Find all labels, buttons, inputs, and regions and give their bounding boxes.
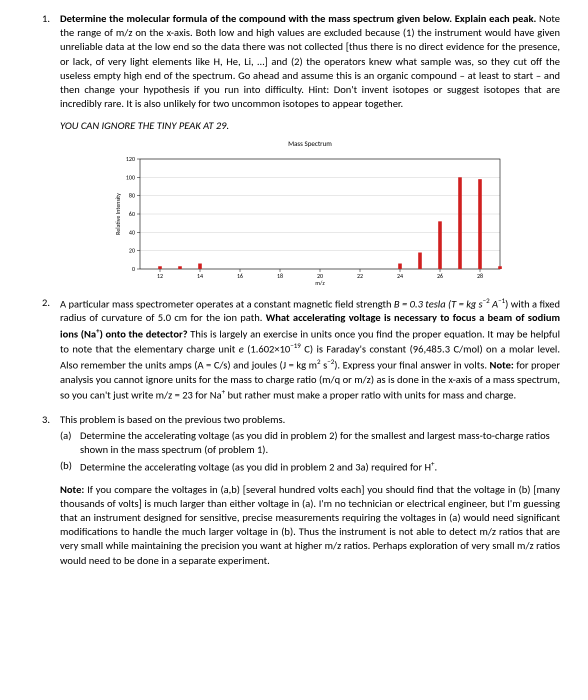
- svg-text:100: 100: [126, 173, 135, 181]
- svg-text:60: 60: [129, 210, 135, 218]
- svg-text:14: 14: [197, 272, 203, 280]
- q1-body: Determine the molecular formula of the c…: [60, 12, 560, 111]
- svg-text:20: 20: [129, 246, 135, 254]
- q2-t6: ). Express your final answer in volts.: [334, 359, 489, 372]
- svg-text:22: 22: [357, 272, 363, 280]
- svg-text:0: 0: [132, 265, 135, 273]
- svg-text:12: 12: [157, 272, 163, 280]
- q3a: (a) Determine the accelerating voltage (…: [60, 429, 560, 457]
- svg-text:28: 28: [477, 272, 483, 280]
- q3b-end: .: [435, 461, 438, 474]
- q2-t8: but rather must make a proper ratio with…: [225, 388, 516, 401]
- q2-b1b: ) onto the detector?: [100, 327, 188, 340]
- q3-note-text: If you compare the voltages in (a,b) [se…: [60, 483, 560, 567]
- q2-exp: −19: [290, 341, 301, 350]
- q1-ignore: YOU CAN IGNORE THE TINY PEAK AT 29.: [60, 119, 560, 133]
- q3-note-b: Note:: [60, 483, 84, 496]
- q3a-text: Determine the accelerating voltage (as y…: [80, 429, 550, 456]
- svg-text:120: 120: [126, 155, 135, 163]
- q3b-text: Determine the accelerating voltage (as y…: [80, 461, 431, 474]
- q2-body: A particular mass spectrometer operates …: [60, 296, 560, 403]
- question-1: 1. Determine the molecular formula of th…: [60, 12, 560, 286]
- q2-eq1s: −2: [483, 296, 490, 305]
- q2-eq1: B = 0.3 tesla (T = kg s: [394, 297, 483, 310]
- q3b: (b) Determine the accelerating voltage (…: [60, 459, 560, 475]
- question-2: 2. A particular mass spectrometer operat…: [60, 296, 560, 403]
- q2-number: 2.: [42, 296, 50, 310]
- svg-text:24: 24: [397, 272, 403, 280]
- chart-title: Mass Spectrum: [60, 139, 560, 148]
- chart-container: Mass Spectrum 12141618202224262802040608…: [60, 139, 560, 285]
- q3-lead: This problem is based on the previous tw…: [60, 413, 560, 427]
- q1-bold: Determine the molecular formula of the c…: [60, 12, 536, 25]
- q1-rest: Note the range of m/z on the x-axis. Bot…: [60, 12, 560, 110]
- q2-t1: A particular mass spectrometer operates …: [60, 297, 394, 310]
- svg-text:16: 16: [237, 272, 243, 280]
- svg-text:m/z: m/z: [315, 279, 325, 286]
- question-3: 3. This problem is based on the previous…: [60, 413, 560, 568]
- svg-text:18: 18: [277, 272, 283, 280]
- q2-t3: (1.602×10: [244, 343, 290, 356]
- svg-text:80: 80: [129, 191, 135, 199]
- q3-note: Note: If you compare the voltages in (a,…: [60, 483, 560, 568]
- q1-number: 1.: [42, 12, 50, 26]
- svg-text:26: 26: [437, 272, 443, 280]
- mass-spectrum-chart: 121416182022242628020406080100120m/zRela…: [110, 151, 510, 286]
- q3b-label: (b): [60, 459, 72, 473]
- svg-text:40: 40: [129, 228, 135, 236]
- q2-nb: Note:: [490, 359, 514, 372]
- q2-eq1b: A: [490, 297, 498, 310]
- q3-number: 3.: [42, 413, 50, 427]
- q3a-label: (a): [60, 429, 71, 443]
- svg-text:Relative Intensity: Relative Intensity: [114, 193, 122, 235]
